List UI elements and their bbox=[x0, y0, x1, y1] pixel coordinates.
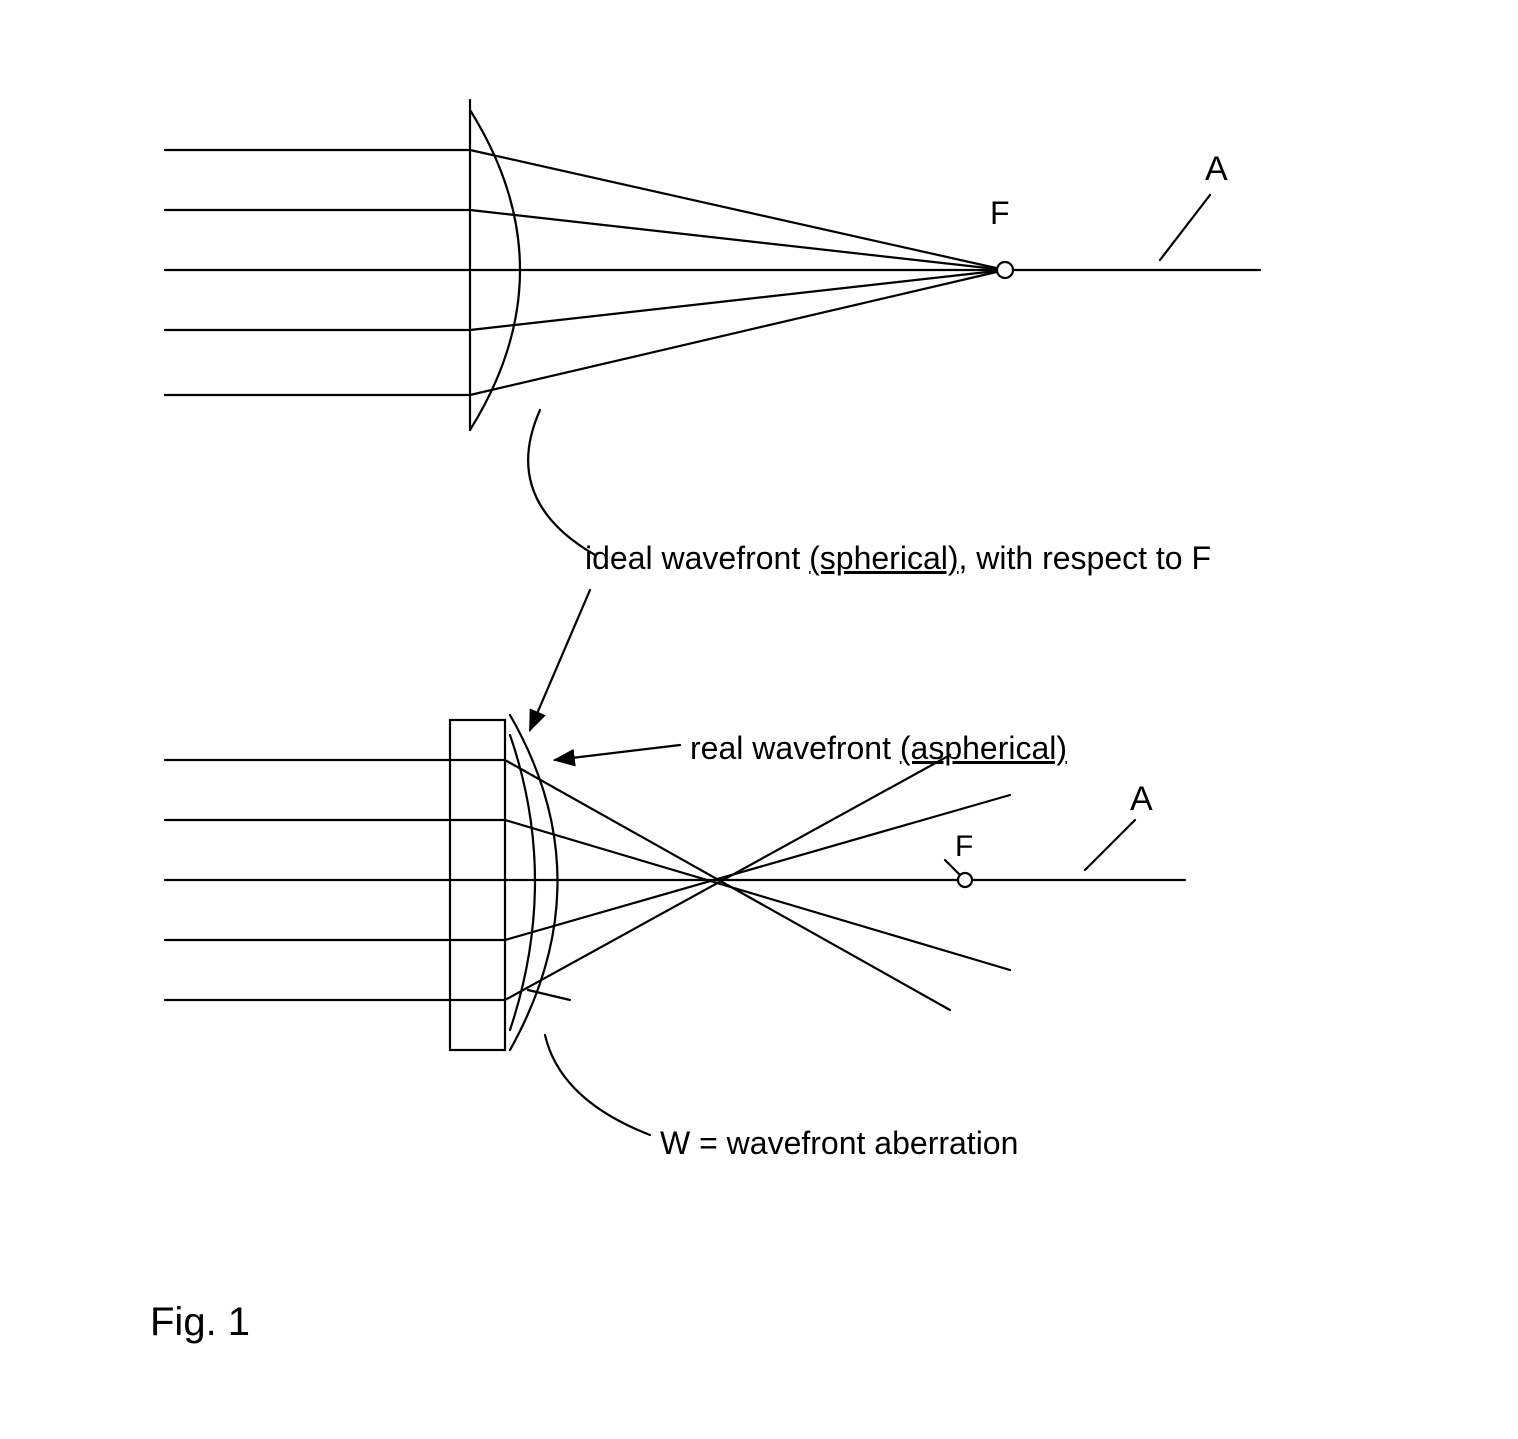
W-aberration-label: W = wavefront aberration bbox=[660, 1125, 1018, 1162]
ideal-prefix: ideal wavefront bbox=[585, 540, 809, 576]
real-prefix: real wavefront bbox=[690, 730, 900, 766]
real-underlined: (aspherical) bbox=[900, 730, 1067, 766]
ideal-wavefront-label: ideal wavefront (spherical), with respec… bbox=[585, 540, 1211, 577]
bottom-A-label: A bbox=[1130, 780, 1153, 819]
top-F-label: F bbox=[990, 195, 1010, 232]
ideal-underlined: (spherical) bbox=[809, 540, 958, 576]
ideal-suffix: , with respect to F bbox=[959, 540, 1212, 576]
figure-canvas: F A ideal wavefront (spherical), with re… bbox=[0, 0, 1518, 1439]
figure-caption: Fig. 1 bbox=[150, 1300, 250, 1345]
diagram-svg bbox=[0, 0, 1518, 1439]
bottom-F-label: F bbox=[955, 830, 973, 864]
top-A-label: A bbox=[1205, 150, 1228, 189]
real-wavefront-label: real wavefront (aspherical) bbox=[690, 730, 1067, 767]
